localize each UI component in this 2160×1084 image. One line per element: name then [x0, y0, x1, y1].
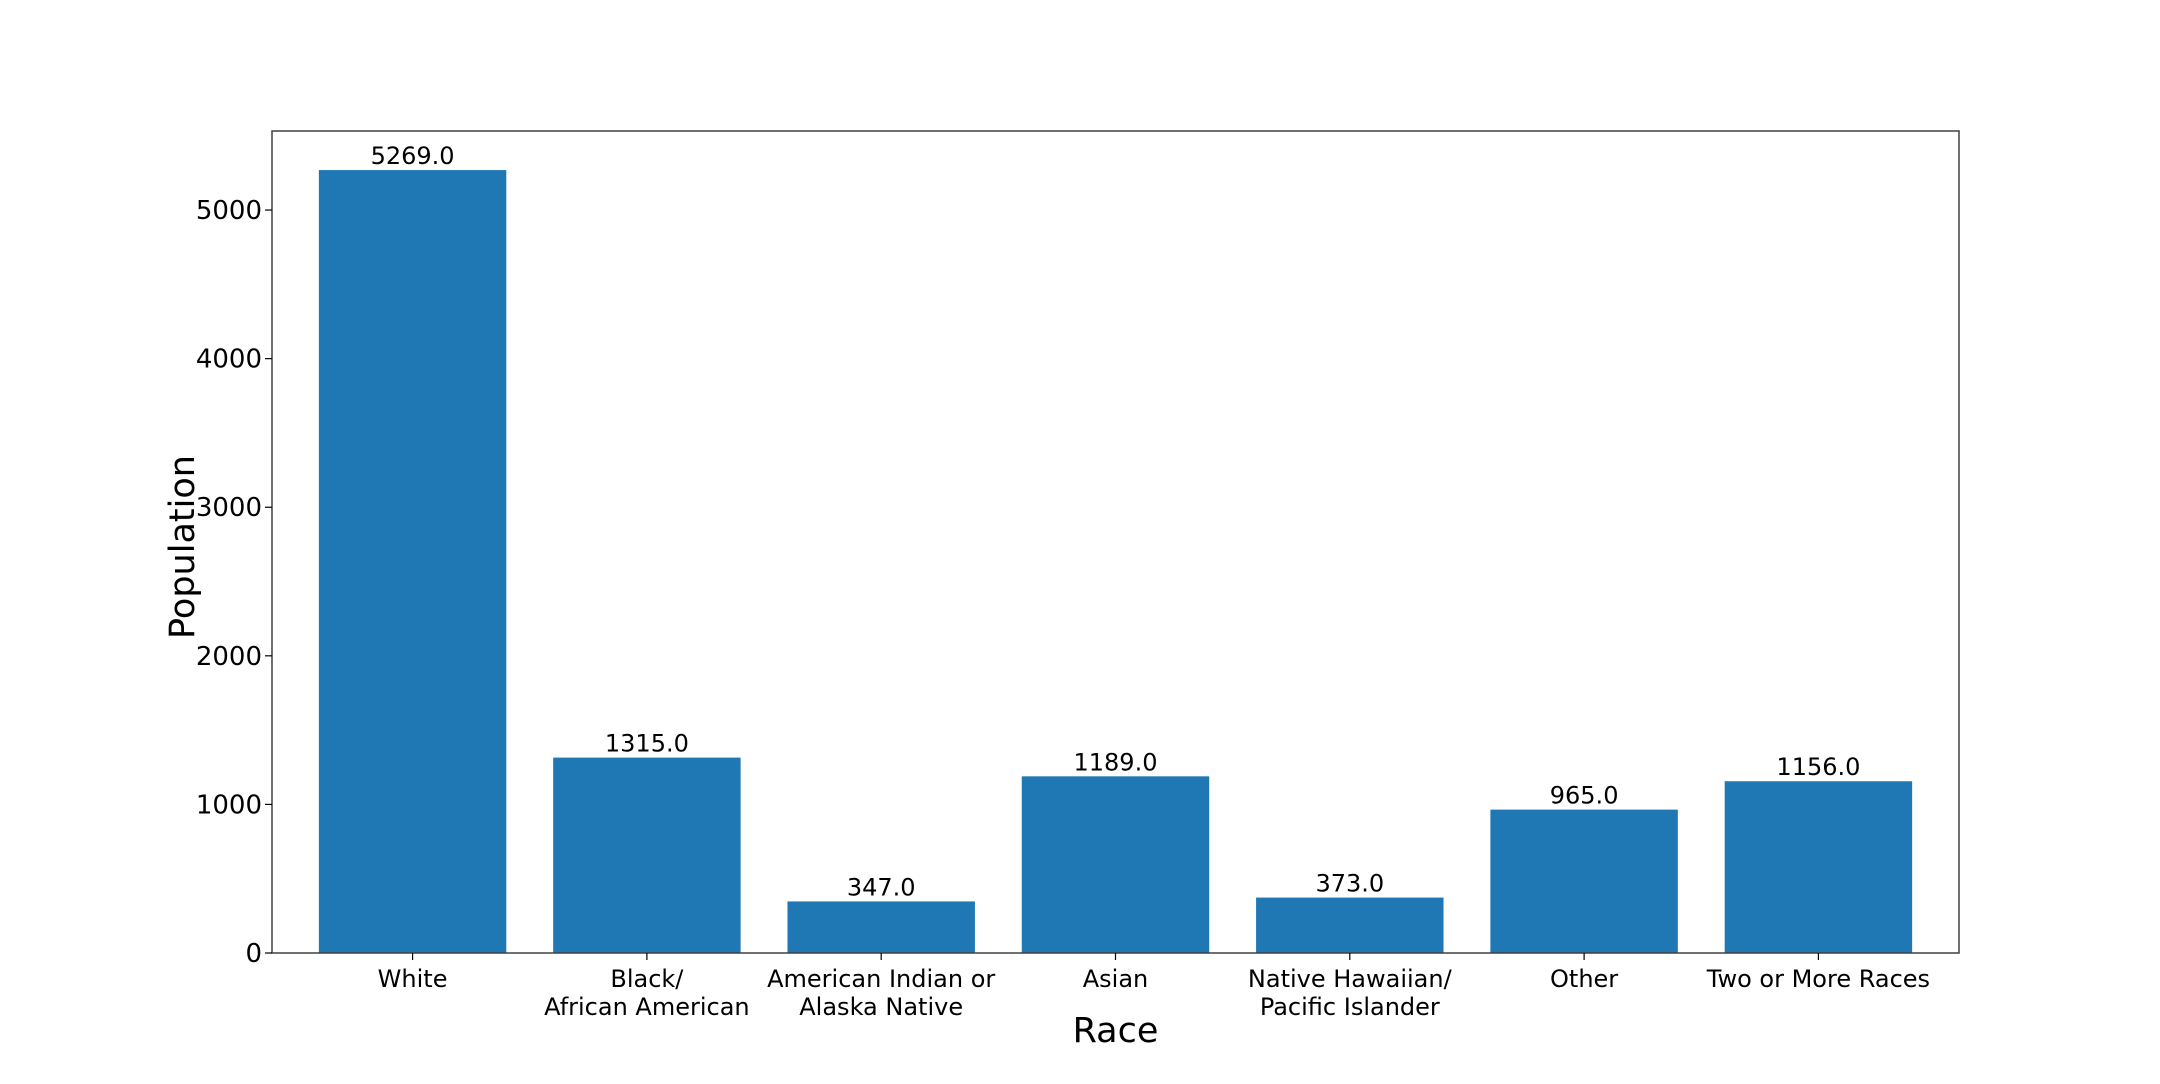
bars-layer [318, 170, 1913, 954]
bar-value-label-5: 965.0 [1550, 782, 1619, 810]
x-axis-label: Race [1073, 1011, 1159, 1051]
y-tick-label-0: 0 [245, 939, 262, 969]
y-tick-label-5: 5000 [196, 196, 262, 226]
bar-4 [1256, 897, 1444, 953]
x-tick-label-6: Two or More Races [1706, 965, 1930, 993]
bar-value-label-2: 347.0 [847, 873, 916, 901]
bar-value-label-4: 373.0 [1315, 870, 1384, 898]
bar-value-label-0: 5269.0 [371, 142, 455, 170]
x-tick-label-0: White [378, 965, 448, 993]
x-tick-label-3: Asian [1083, 965, 1149, 993]
x-tick-label-1-line-0: Black/ [610, 965, 684, 993]
bar-2 [787, 901, 975, 953]
x-tick-label-2-line-1: Alaska Native [799, 993, 963, 1021]
x-tick-label-4-line-0: Native Hawaiian/ [1248, 965, 1453, 993]
bar-value-label-1: 1315.0 [605, 730, 689, 758]
y-axis-label: Population [163, 455, 203, 639]
bar-6 [1724, 781, 1913, 953]
y-tick-label-3: 3000 [196, 493, 262, 523]
bar-5 [1490, 809, 1678, 953]
bar-1 [553, 757, 741, 953]
x-tick-label-4-line-1: Pacific Islander [1260, 993, 1440, 1021]
bar-3 [1021, 776, 1210, 953]
y-tick-label-1: 1000 [196, 790, 262, 820]
y-axis: 0 1000 2000 3000 4000 5000 [196, 196, 272, 969]
bar-value-label-6: 1156.0 [1776, 753, 1860, 781]
x-axis: White Black/African American American Indi… [378, 953, 1930, 1021]
x-tick-label-2-line-0: American Indian or [767, 965, 995, 993]
x-tick-label-5: Other [1550, 965, 1618, 993]
y-tick-label-2: 2000 [196, 642, 262, 672]
y-tick-label-4: 4000 [196, 345, 262, 375]
bar-0 [318, 170, 507, 954]
value-labels: 5269.0 1315.0 347.0 1189.0 373.0 965.0 1156.0 [371, 142, 1861, 901]
bar-value-label-3: 1189.0 [1074, 748, 1158, 776]
x-tick-label-1-line-1: African American [544, 993, 750, 1021]
